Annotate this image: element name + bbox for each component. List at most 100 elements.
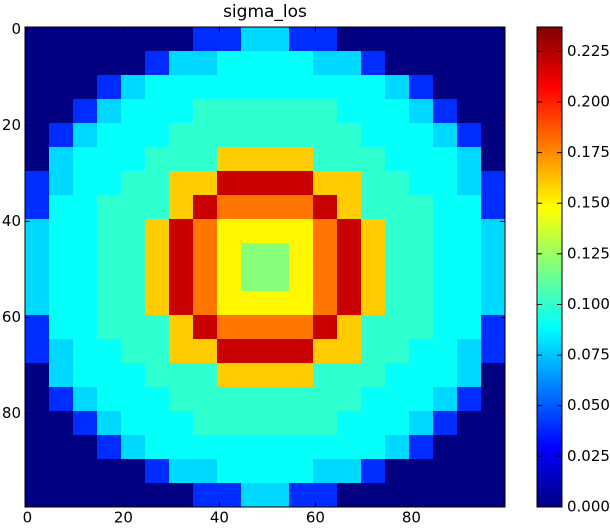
- heatmap-cell: [409, 123, 434, 148]
- heatmap-cell: [49, 51, 74, 76]
- heatmap-cell: [241, 267, 266, 292]
- heatmap-cell: [121, 459, 146, 484]
- colorbar-swatch: [537, 447, 562, 452]
- colorbar-swatch: [537, 103, 562, 108]
- heatmap-cell: [193, 171, 218, 196]
- colorbar-swatch: [537, 119, 562, 124]
- heatmap-cell: [217, 195, 242, 220]
- heatmap-cell: [169, 99, 194, 124]
- heatmap-cell: [289, 243, 314, 268]
- colorbar-swatch: [537, 403, 562, 408]
- colorbar-swatch: [537, 47, 562, 52]
- colorbar-swatch: [537, 495, 562, 500]
- colorbar-swatch: [537, 139, 562, 144]
- heatmap-cell: [49, 195, 74, 220]
- heatmap-cell: [289, 195, 314, 220]
- colorbar-swatch: [537, 503, 562, 508]
- heatmap-cell: [433, 267, 458, 292]
- colorbar-swatch: [537, 79, 562, 84]
- heatmap-cell: [217, 123, 242, 148]
- heatmap-cell: [265, 171, 290, 196]
- colorbar-swatch: [537, 175, 562, 180]
- heatmap-cell: [361, 483, 386, 508]
- colorbar-swatch: [537, 387, 562, 392]
- heatmap-cell: [433, 195, 458, 220]
- heatmap-cell: [385, 411, 410, 436]
- heatmap-cell: [97, 363, 122, 388]
- heatmap-cell: [385, 123, 410, 148]
- heatmap-cell: [97, 267, 122, 292]
- heatmap-cell: [217, 315, 242, 340]
- heatmap-cell: [217, 147, 242, 172]
- heatmap-cell: [313, 411, 338, 436]
- heatmap-cell: [25, 243, 50, 268]
- heatmap-cell: [241, 291, 266, 316]
- colorbar-swatch: [537, 483, 562, 488]
- heatmap-cell: [49, 75, 74, 100]
- heatmap-cell: [145, 339, 170, 364]
- heatmap-cell: [25, 99, 50, 124]
- heatmap-cell: [385, 291, 410, 316]
- heatmap-cell: [241, 195, 266, 220]
- y-tick-label: 0: [11, 20, 21, 38]
- heatmap-cell: [409, 339, 434, 364]
- colorbar-swatch: [537, 379, 562, 384]
- heatmap-cell: [73, 483, 98, 508]
- heatmap-cell: [169, 171, 194, 196]
- heatmap-cell: [169, 363, 194, 388]
- heatmap-cell: [121, 339, 146, 364]
- heatmap-cell: [313, 243, 338, 268]
- heatmap-cell: [49, 219, 74, 244]
- colorbar-swatch: [537, 159, 562, 164]
- colorbar-swatch: [537, 223, 562, 228]
- heatmap-cell: [433, 315, 458, 340]
- colorbar-swatch: [537, 107, 562, 112]
- colorbar-swatch: [537, 463, 562, 468]
- heatmap-cell: [313, 459, 338, 484]
- heatmap-cell: [481, 411, 506, 436]
- colorbar-swatch: [537, 471, 562, 476]
- colorbar-tick-label: 0.225: [567, 42, 610, 60]
- colorbar-swatch: [537, 135, 562, 140]
- heatmap-cell: [337, 171, 362, 196]
- y-tick-label: 20: [2, 116, 21, 134]
- heatmap-cell: [433, 75, 458, 100]
- heatmap-cell: [169, 315, 194, 340]
- colorbar-swatch: [537, 115, 562, 120]
- colorbar-swatch: [537, 455, 562, 460]
- heatmap-cell: [481, 123, 506, 148]
- heatmap-cell: [97, 195, 122, 220]
- heatmap-cell: [217, 27, 242, 52]
- heatmap-cell: [457, 171, 482, 196]
- heatmap-cell: [241, 51, 266, 76]
- heatmap-cell: [289, 483, 314, 508]
- heatmap-cell: [289, 99, 314, 124]
- colorbar-swatch: [537, 451, 562, 456]
- heatmap-cell: [97, 315, 122, 340]
- colorbar-swatch: [537, 487, 562, 492]
- heatmap-cell: [73, 339, 98, 364]
- heatmap-cell: [409, 459, 434, 484]
- heatmap-cell: [241, 363, 266, 388]
- heatmap-cell: [97, 171, 122, 196]
- heatmap-cell: [337, 363, 362, 388]
- heatmap-cell: [73, 195, 98, 220]
- heatmap-cell: [193, 75, 218, 100]
- colorbar-swatch: [537, 279, 562, 284]
- heatmap-cell: [49, 123, 74, 148]
- heatmap-cell: [121, 75, 146, 100]
- heatmap-cell: [25, 291, 50, 316]
- heatmap-cell: [193, 219, 218, 244]
- colorbar-swatch: [537, 247, 562, 252]
- colorbar-swatch: [537, 67, 562, 72]
- heatmap-cell: [217, 99, 242, 124]
- colorbar-swatch: [537, 479, 562, 484]
- heatmap-cell: [25, 315, 50, 340]
- colorbar-swatch: [537, 219, 562, 224]
- heatmap-cell: [481, 291, 506, 316]
- heatmap-cell: [169, 387, 194, 412]
- heatmap-cell: [385, 387, 410, 412]
- heatmap-cell: [457, 411, 482, 436]
- heatmap-cell: [289, 147, 314, 172]
- heatmap-cell: [49, 411, 74, 436]
